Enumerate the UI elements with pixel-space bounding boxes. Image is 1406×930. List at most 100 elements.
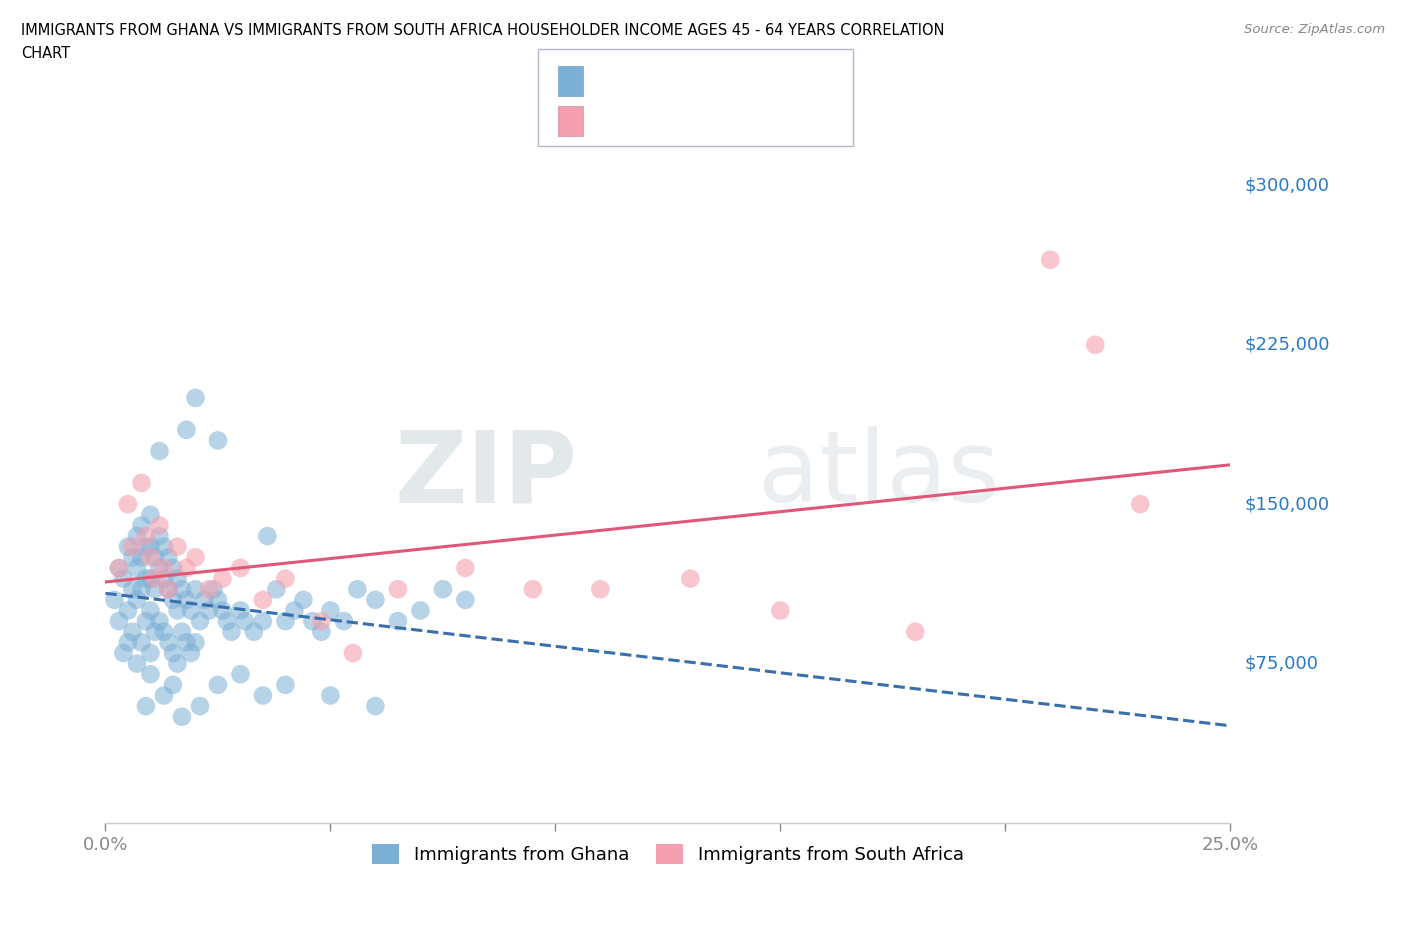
Point bbox=[319, 603, 342, 618]
Point bbox=[274, 571, 297, 586]
Point bbox=[139, 645, 162, 660]
Point bbox=[319, 688, 342, 703]
Point bbox=[148, 561, 170, 576]
Point bbox=[125, 657, 148, 671]
Point bbox=[679, 571, 702, 586]
Point bbox=[121, 550, 143, 565]
Point bbox=[148, 614, 170, 629]
Point bbox=[135, 539, 157, 554]
Point bbox=[176, 635, 198, 650]
Text: $300,000: $300,000 bbox=[1244, 177, 1329, 194]
Point bbox=[143, 582, 166, 597]
Point bbox=[170, 710, 193, 724]
Point bbox=[117, 539, 139, 554]
Point bbox=[252, 592, 274, 607]
Point bbox=[1129, 497, 1152, 512]
Point bbox=[148, 444, 170, 458]
Point bbox=[157, 550, 180, 565]
Point bbox=[346, 582, 368, 597]
Text: Source: ZipAtlas.com: Source: ZipAtlas.com bbox=[1244, 23, 1385, 36]
Point bbox=[176, 422, 198, 437]
Point bbox=[148, 518, 170, 533]
Point bbox=[252, 614, 274, 629]
Point bbox=[1039, 252, 1062, 267]
Point bbox=[188, 698, 211, 713]
Point bbox=[229, 667, 252, 682]
Point bbox=[202, 582, 225, 597]
Legend: Immigrants from Ghana, Immigrants from South Africa: Immigrants from Ghana, Immigrants from S… bbox=[366, 837, 970, 870]
Point bbox=[1084, 338, 1107, 352]
Text: IMMIGRANTS FROM GHANA VS IMMIGRANTS FROM SOUTH AFRICA HOUSEHOLDER INCOME AGES 45: IMMIGRANTS FROM GHANA VS IMMIGRANTS FROM… bbox=[21, 23, 945, 38]
Point bbox=[153, 624, 176, 639]
Point bbox=[162, 677, 184, 692]
Point bbox=[198, 582, 221, 597]
Point bbox=[211, 603, 233, 618]
Point bbox=[522, 582, 544, 597]
Point bbox=[170, 582, 193, 597]
Point bbox=[274, 614, 297, 629]
Point bbox=[117, 497, 139, 512]
Point bbox=[266, 582, 288, 597]
Text: CHART: CHART bbox=[21, 46, 70, 61]
Point bbox=[301, 614, 323, 629]
Point bbox=[131, 582, 153, 597]
Point bbox=[125, 528, 148, 543]
Point bbox=[904, 624, 927, 639]
Point bbox=[207, 433, 229, 448]
Point bbox=[333, 614, 356, 629]
Point bbox=[229, 603, 252, 618]
Point bbox=[108, 561, 131, 576]
Point bbox=[157, 582, 180, 597]
Point bbox=[387, 582, 409, 597]
Point bbox=[117, 635, 139, 650]
Point bbox=[166, 571, 188, 586]
Point bbox=[274, 677, 297, 692]
Point bbox=[139, 603, 162, 618]
Point bbox=[112, 645, 135, 660]
Point bbox=[409, 603, 432, 618]
Point bbox=[157, 635, 180, 650]
Point bbox=[121, 582, 143, 597]
Point bbox=[283, 603, 305, 618]
Point bbox=[153, 571, 176, 586]
Text: $75,000: $75,000 bbox=[1244, 655, 1319, 672]
Text: R = 0.214   N = 30: R = 0.214 N = 30 bbox=[595, 108, 765, 126]
Point bbox=[311, 614, 333, 629]
Point bbox=[121, 624, 143, 639]
Point bbox=[162, 592, 184, 607]
Point bbox=[135, 528, 157, 543]
Text: atlas: atlas bbox=[758, 426, 1000, 524]
Point bbox=[139, 508, 162, 523]
Point bbox=[139, 550, 162, 565]
Point bbox=[135, 614, 157, 629]
Point bbox=[221, 624, 243, 639]
Point bbox=[184, 550, 207, 565]
Point bbox=[180, 603, 202, 618]
Point bbox=[589, 582, 612, 597]
Point bbox=[157, 582, 180, 597]
Point bbox=[108, 561, 131, 576]
Point bbox=[454, 592, 477, 607]
Point bbox=[139, 571, 162, 586]
Point bbox=[108, 614, 131, 629]
Point bbox=[131, 635, 153, 650]
Point bbox=[166, 657, 188, 671]
Point bbox=[342, 645, 364, 660]
Point bbox=[131, 475, 153, 490]
Point bbox=[243, 624, 266, 639]
Point bbox=[139, 539, 162, 554]
Point bbox=[229, 561, 252, 576]
Point bbox=[211, 571, 233, 586]
Point bbox=[233, 614, 256, 629]
Point bbox=[252, 688, 274, 703]
Point bbox=[143, 624, 166, 639]
Point bbox=[180, 645, 202, 660]
Point bbox=[112, 571, 135, 586]
Point bbox=[207, 592, 229, 607]
Point bbox=[387, 614, 409, 629]
Point bbox=[198, 603, 221, 618]
Point bbox=[215, 614, 238, 629]
Point bbox=[135, 571, 157, 586]
Point bbox=[166, 603, 188, 618]
Point bbox=[454, 561, 477, 576]
